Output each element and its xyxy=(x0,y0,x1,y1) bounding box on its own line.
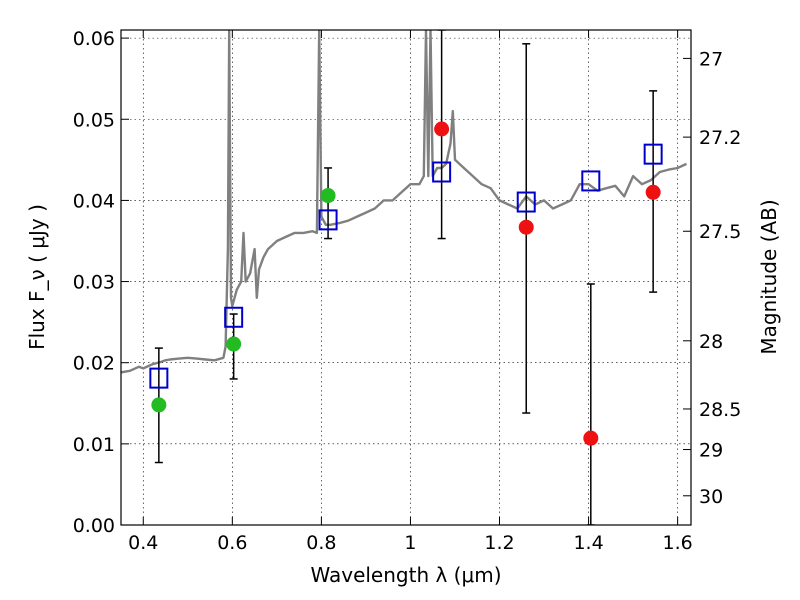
red-point xyxy=(434,121,450,137)
x-tick-label: 1.4 xyxy=(573,532,603,554)
right-axis-label: Magnitude (AB) xyxy=(757,199,781,354)
square-marker xyxy=(432,161,452,183)
y-tick-label: 0.01 xyxy=(73,434,115,456)
green-point xyxy=(226,336,242,352)
square-marker xyxy=(516,191,536,213)
y-axis-label: Flux F_ν ( μJy ) xyxy=(25,204,49,350)
y-tick-label: 0.02 xyxy=(73,353,115,375)
ticks: 0.4 0.6 0.8 1 1.2 1.4 1.6 0.00 0.01 0.02 0.03 0.04 0… xyxy=(73,28,742,554)
grid xyxy=(121,30,691,525)
green-point xyxy=(320,188,336,204)
x-tick-label: 0.8 xyxy=(306,532,336,554)
red-point xyxy=(518,219,534,235)
x-tick-label: 0.4 xyxy=(128,532,158,554)
right-tick-label: 30 xyxy=(699,486,723,508)
right-tick-label: 27 xyxy=(699,48,723,70)
x-tick-label: 1.6 xyxy=(663,532,693,554)
y-tick-label: 0.05 xyxy=(73,109,115,131)
spectrum-line xyxy=(121,30,688,374)
square-marker xyxy=(643,143,663,165)
right-tick-label: 29 xyxy=(699,440,723,462)
square-marker xyxy=(149,367,169,389)
x-tick-label: 1.2 xyxy=(484,532,514,554)
right-tick-label: 28 xyxy=(699,331,723,353)
square-marker xyxy=(224,306,244,328)
plot-background xyxy=(121,30,691,525)
x-axis-label: Wavelength λ (μm) xyxy=(310,563,501,587)
red-point xyxy=(583,430,599,446)
right-tick-label: 27.2 xyxy=(699,127,741,149)
square-marker xyxy=(581,170,601,192)
y-tick-label: 0.06 xyxy=(73,28,115,50)
right-tick-label: 27.5 xyxy=(699,221,741,243)
x-tick-label: 1 xyxy=(404,532,416,554)
y-tick-label: 0.04 xyxy=(73,190,115,212)
red-point xyxy=(645,184,661,200)
right-tick-label: 28.5 xyxy=(699,399,741,421)
spectrum-layer xyxy=(121,30,688,374)
marker-layer xyxy=(149,121,663,446)
x-tick-label: 0.6 xyxy=(217,532,247,554)
y-tick-label: 0.00 xyxy=(73,515,115,537)
plot-frame xyxy=(120,29,692,526)
y-tick-label: 0.03 xyxy=(73,272,115,294)
green-point xyxy=(151,397,167,413)
square-marker xyxy=(318,209,338,231)
